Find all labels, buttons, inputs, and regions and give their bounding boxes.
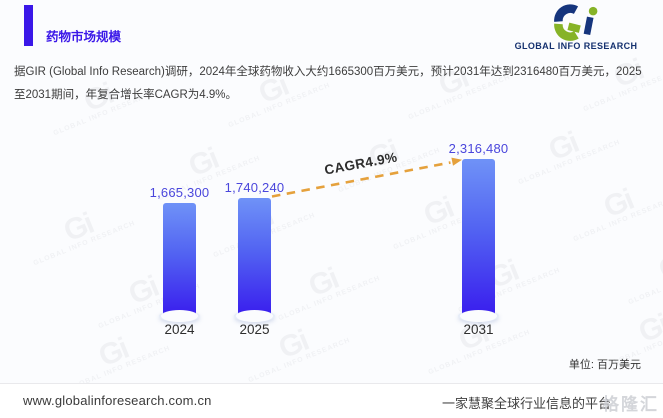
bar-2024: [161, 203, 198, 322]
gelonghui-watermark: 格隆汇: [602, 395, 659, 414]
cagr-annotation: CAGR4.9%: [323, 149, 399, 178]
bar-value-label: 1,740,240: [224, 180, 285, 195]
bar-2031: [460, 159, 497, 322]
title-accent-bar: [24, 5, 33, 46]
x-axis-label-2024: 2024: [164, 322, 195, 337]
unit-label: 单位: 百万美元: [568, 359, 641, 371]
page-title: 药物市场规模: [46, 30, 122, 44]
x-axis-label-2031: 2031: [463, 322, 494, 337]
footer-tagline: 一家慧聚全球行业信息的平台: [441, 396, 611, 411]
bar-value-label: 1,665,300: [149, 185, 210, 200]
gir-logo-icon: [554, 4, 598, 41]
intro-paragraph: 据GIR (Global Info Research)调研，2024年全球药物收…: [14, 66, 642, 101]
footer-bar: www.globalinforesearch.com.cn 一家慧聚全球行业信息…: [0, 383, 663, 418]
footer-website-url: www.globalinforesearch.com.cn: [23, 393, 212, 408]
x-axis-label-2025: 2025: [239, 322, 270, 337]
bar-value-label: 2,316,480: [448, 141, 509, 156]
gir-logo: GLOBAL INFO RESEARCH: [501, 4, 651, 51]
bar-2025: [236, 198, 273, 322]
gir-logo-text: GLOBAL INFO RESEARCH: [514, 41, 638, 51]
